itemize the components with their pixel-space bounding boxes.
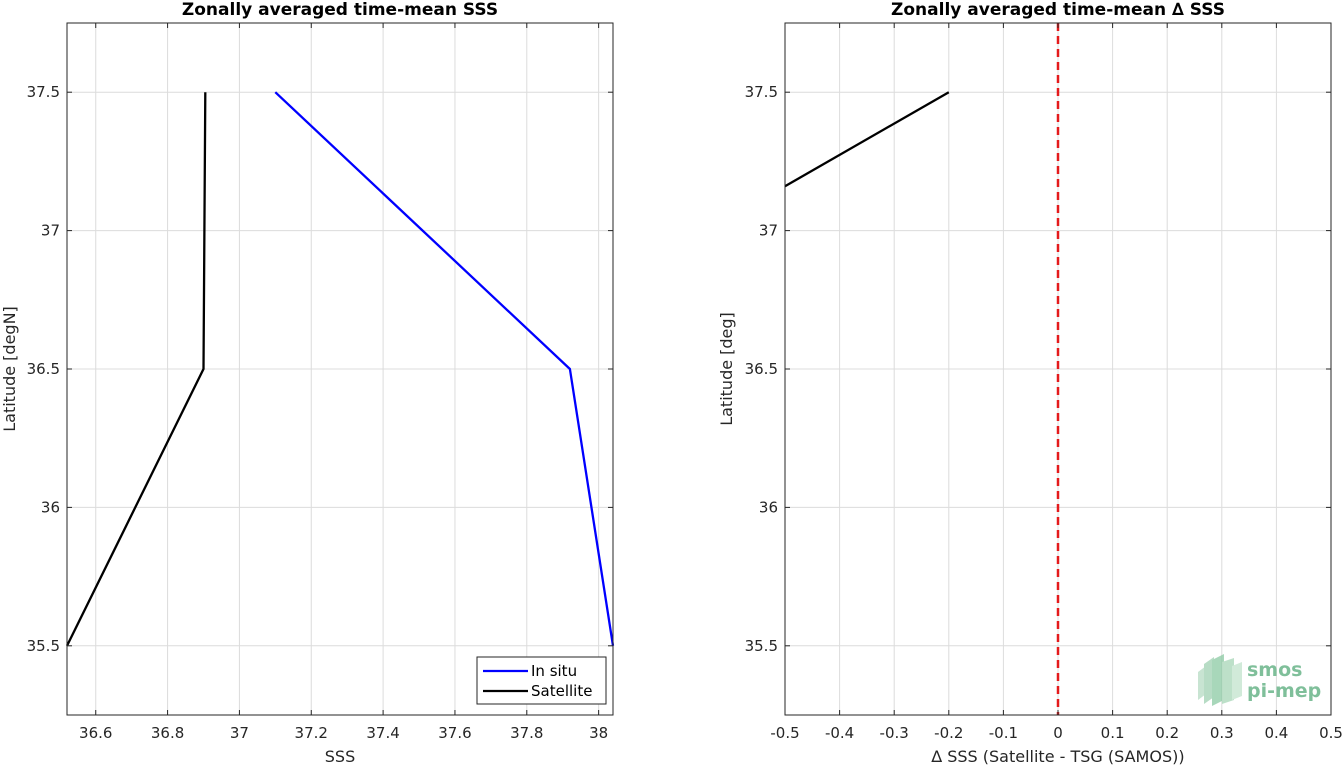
y-tick-label: 37.5 xyxy=(745,83,778,101)
y-tick-label: 36.5 xyxy=(745,360,778,378)
x-axis-label: SSS xyxy=(325,747,355,765)
x-tick-label: 37 xyxy=(230,724,249,742)
y-tick-label: 35.5 xyxy=(27,637,60,655)
x-tick-label: -0.2 xyxy=(934,724,963,742)
grid-lines xyxy=(67,23,613,715)
x-tick-label: -0.1 xyxy=(989,724,1018,742)
x-tick-label: 0.4 xyxy=(1264,724,1288,742)
x-tick-label: 37.4 xyxy=(366,724,399,742)
series-line-in-situ xyxy=(274,91,615,646)
logo-mark-icon xyxy=(1198,654,1242,706)
x-axis-label: ∆ SSS (Satellite - TSG (SAMOS)) xyxy=(930,747,1184,765)
x-tick-label: 37.6 xyxy=(438,724,471,742)
chart-title: Zonally averaged time-mean SSS xyxy=(182,0,498,20)
y-tick-label: 37 xyxy=(759,222,778,240)
y-axis-label: Latitude [degN] xyxy=(0,306,19,432)
y-tick-label: 37 xyxy=(41,222,60,240)
x-tick-label: 0.3 xyxy=(1210,724,1234,742)
y-axis-label: Latitude [deg] xyxy=(717,312,736,426)
logo-text-line1: smos xyxy=(1247,659,1302,681)
x-tick-label: 36.8 xyxy=(151,724,184,742)
legend-box xyxy=(476,656,607,705)
series-line-0 xyxy=(784,91,950,188)
ticks-group: 36.6 36.8 37 37.2 37.4 37.6 37.8 38 35.5 36 36.5 37… xyxy=(27,23,613,742)
x-tick-label: 37.8 xyxy=(510,724,543,742)
y-tick-label: 36.5 xyxy=(27,360,60,378)
x-tick-label: 37.2 xyxy=(295,724,328,742)
delta-sss-profile-panel: -0.5 -0.4 -0.3 -0.2 -0.1 0 0.1 0.2 0.3 0.4 0.5 35.5… xyxy=(717,0,1343,765)
x-tick-label: -0.4 xyxy=(825,724,854,742)
smos-pimep-logo: smos pi-mep xyxy=(1198,654,1321,706)
chart-title: Zonally averaged time-mean ∆ SSS xyxy=(891,0,1225,20)
legend-label-in-situ: In situ xyxy=(531,662,577,680)
y-tick-label: 37.5 xyxy=(27,83,60,101)
x-tick-label: 38 xyxy=(589,724,608,742)
legend: In situ Satellite xyxy=(476,656,607,705)
y-tick-label: 36 xyxy=(41,498,60,516)
series-group xyxy=(65,91,615,647)
x-tick-label: 0.5 xyxy=(1319,724,1343,742)
legend-label-satellite: Satellite xyxy=(531,682,592,700)
x-tick-label: -0.5 xyxy=(770,724,799,742)
series-group xyxy=(784,91,950,188)
x-tick-label: 36.6 xyxy=(79,724,112,742)
x-tick-label: -0.3 xyxy=(880,724,909,742)
logo-text-line2: pi-mep xyxy=(1247,680,1321,702)
y-tick-label: 35.5 xyxy=(745,637,778,655)
series-line-satellite xyxy=(65,92,207,647)
x-tick-label: 0.1 xyxy=(1101,724,1125,742)
x-tick-label: 0.2 xyxy=(1155,724,1179,742)
sss-profile-panel: 36.6 36.8 37 37.2 37.4 37.6 37.8 38 35.5 36 36.5 37… xyxy=(0,0,615,765)
ticks-group: -0.5 -0.4 -0.3 -0.2 -0.1 0 0.1 0.2 0.3 0.4 0.5 35.5… xyxy=(745,23,1343,742)
x-tick-label: 0 xyxy=(1053,724,1063,742)
y-tick-label: 36 xyxy=(759,498,778,516)
